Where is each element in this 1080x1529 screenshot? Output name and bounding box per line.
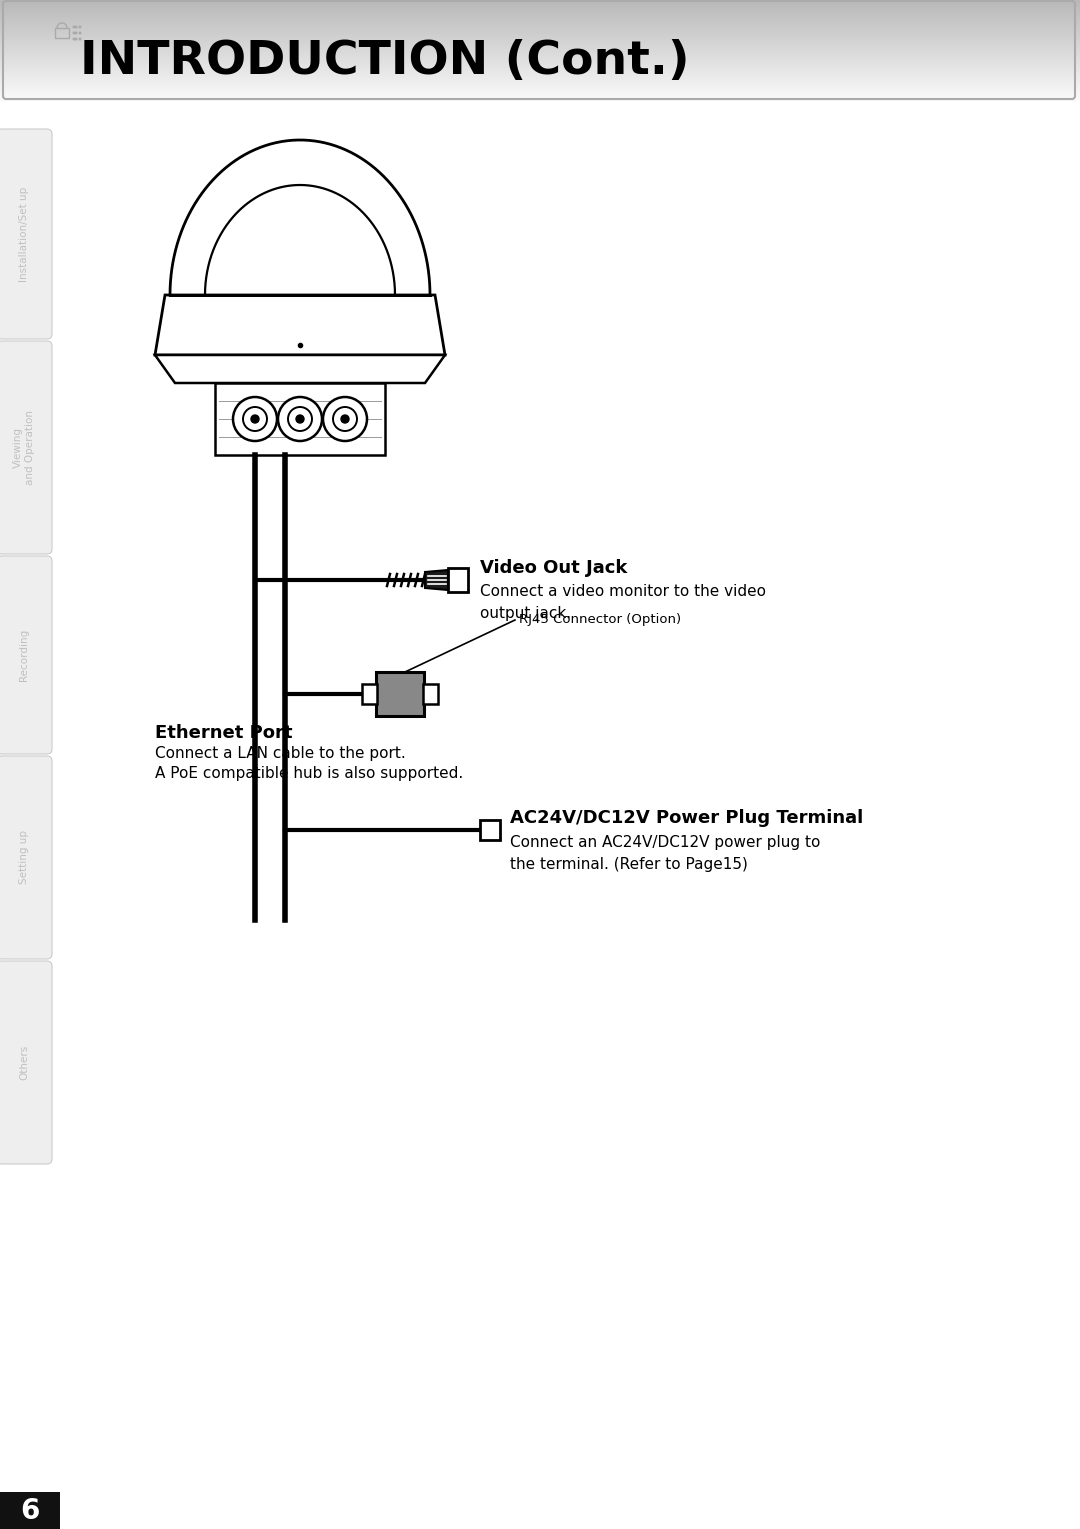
Circle shape	[79, 32, 81, 35]
Circle shape	[243, 407, 267, 431]
Text: Ethernet Port: Ethernet Port	[156, 725, 293, 742]
Text: A PoE compatible hub is also supported.: A PoE compatible hub is also supported.	[156, 766, 463, 781]
Circle shape	[72, 32, 76, 35]
Bar	[215, 382, 384, 456]
Polygon shape	[426, 570, 448, 590]
FancyBboxPatch shape	[0, 962, 52, 1164]
Polygon shape	[156, 295, 445, 355]
FancyBboxPatch shape	[0, 128, 52, 339]
Circle shape	[296, 414, 303, 424]
FancyBboxPatch shape	[0, 755, 52, 959]
Circle shape	[233, 398, 276, 440]
Circle shape	[288, 407, 312, 431]
Circle shape	[251, 414, 259, 424]
Text: Viewing
and Operation: Viewing and Operation	[13, 410, 36, 485]
Text: output jack.: output jack.	[480, 605, 571, 621]
Circle shape	[278, 398, 322, 440]
Bar	[55, 28, 69, 38]
Text: Installation/Set up: Installation/Set up	[19, 187, 29, 281]
Bar	[448, 567, 468, 592]
Text: Recording: Recording	[19, 628, 29, 680]
Bar	[0, 1492, 60, 1529]
Bar	[423, 683, 438, 703]
Text: 6: 6	[21, 1497, 40, 1524]
Text: INTRODUCTION (Cont.): INTRODUCTION (Cont.)	[80, 40, 689, 84]
Circle shape	[75, 32, 78, 35]
Circle shape	[72, 38, 76, 40]
Circle shape	[79, 38, 81, 40]
Circle shape	[75, 26, 78, 29]
Text: Setting up: Setting up	[19, 830, 29, 884]
Bar	[376, 673, 424, 716]
Text: Video Out Jack: Video Out Jack	[480, 560, 627, 576]
Bar	[362, 683, 377, 703]
Circle shape	[323, 398, 367, 440]
Text: Connect a LAN cable to the port.: Connect a LAN cable to the port.	[156, 746, 406, 761]
Circle shape	[79, 26, 81, 29]
Text: AC24V/DC12V Power Plug Terminal: AC24V/DC12V Power Plug Terminal	[510, 809, 863, 827]
Circle shape	[72, 26, 76, 29]
Polygon shape	[156, 355, 445, 382]
Circle shape	[341, 414, 349, 424]
Text: RJ45 Connector (Option): RJ45 Connector (Option)	[519, 613, 681, 627]
Text: Connect an AC24V/DC12V power plug to: Connect an AC24V/DC12V power plug to	[510, 835, 821, 850]
Text: Others: Others	[19, 1044, 29, 1079]
Text: Connect a video monitor to the video: Connect a video monitor to the video	[480, 584, 766, 599]
FancyBboxPatch shape	[0, 341, 52, 553]
Text: the terminal. (Refer to Page15): the terminal. (Refer to Page15)	[510, 856, 747, 872]
FancyBboxPatch shape	[0, 557, 52, 754]
Bar	[480, 820, 500, 839]
Circle shape	[75, 38, 78, 40]
Circle shape	[333, 407, 357, 431]
